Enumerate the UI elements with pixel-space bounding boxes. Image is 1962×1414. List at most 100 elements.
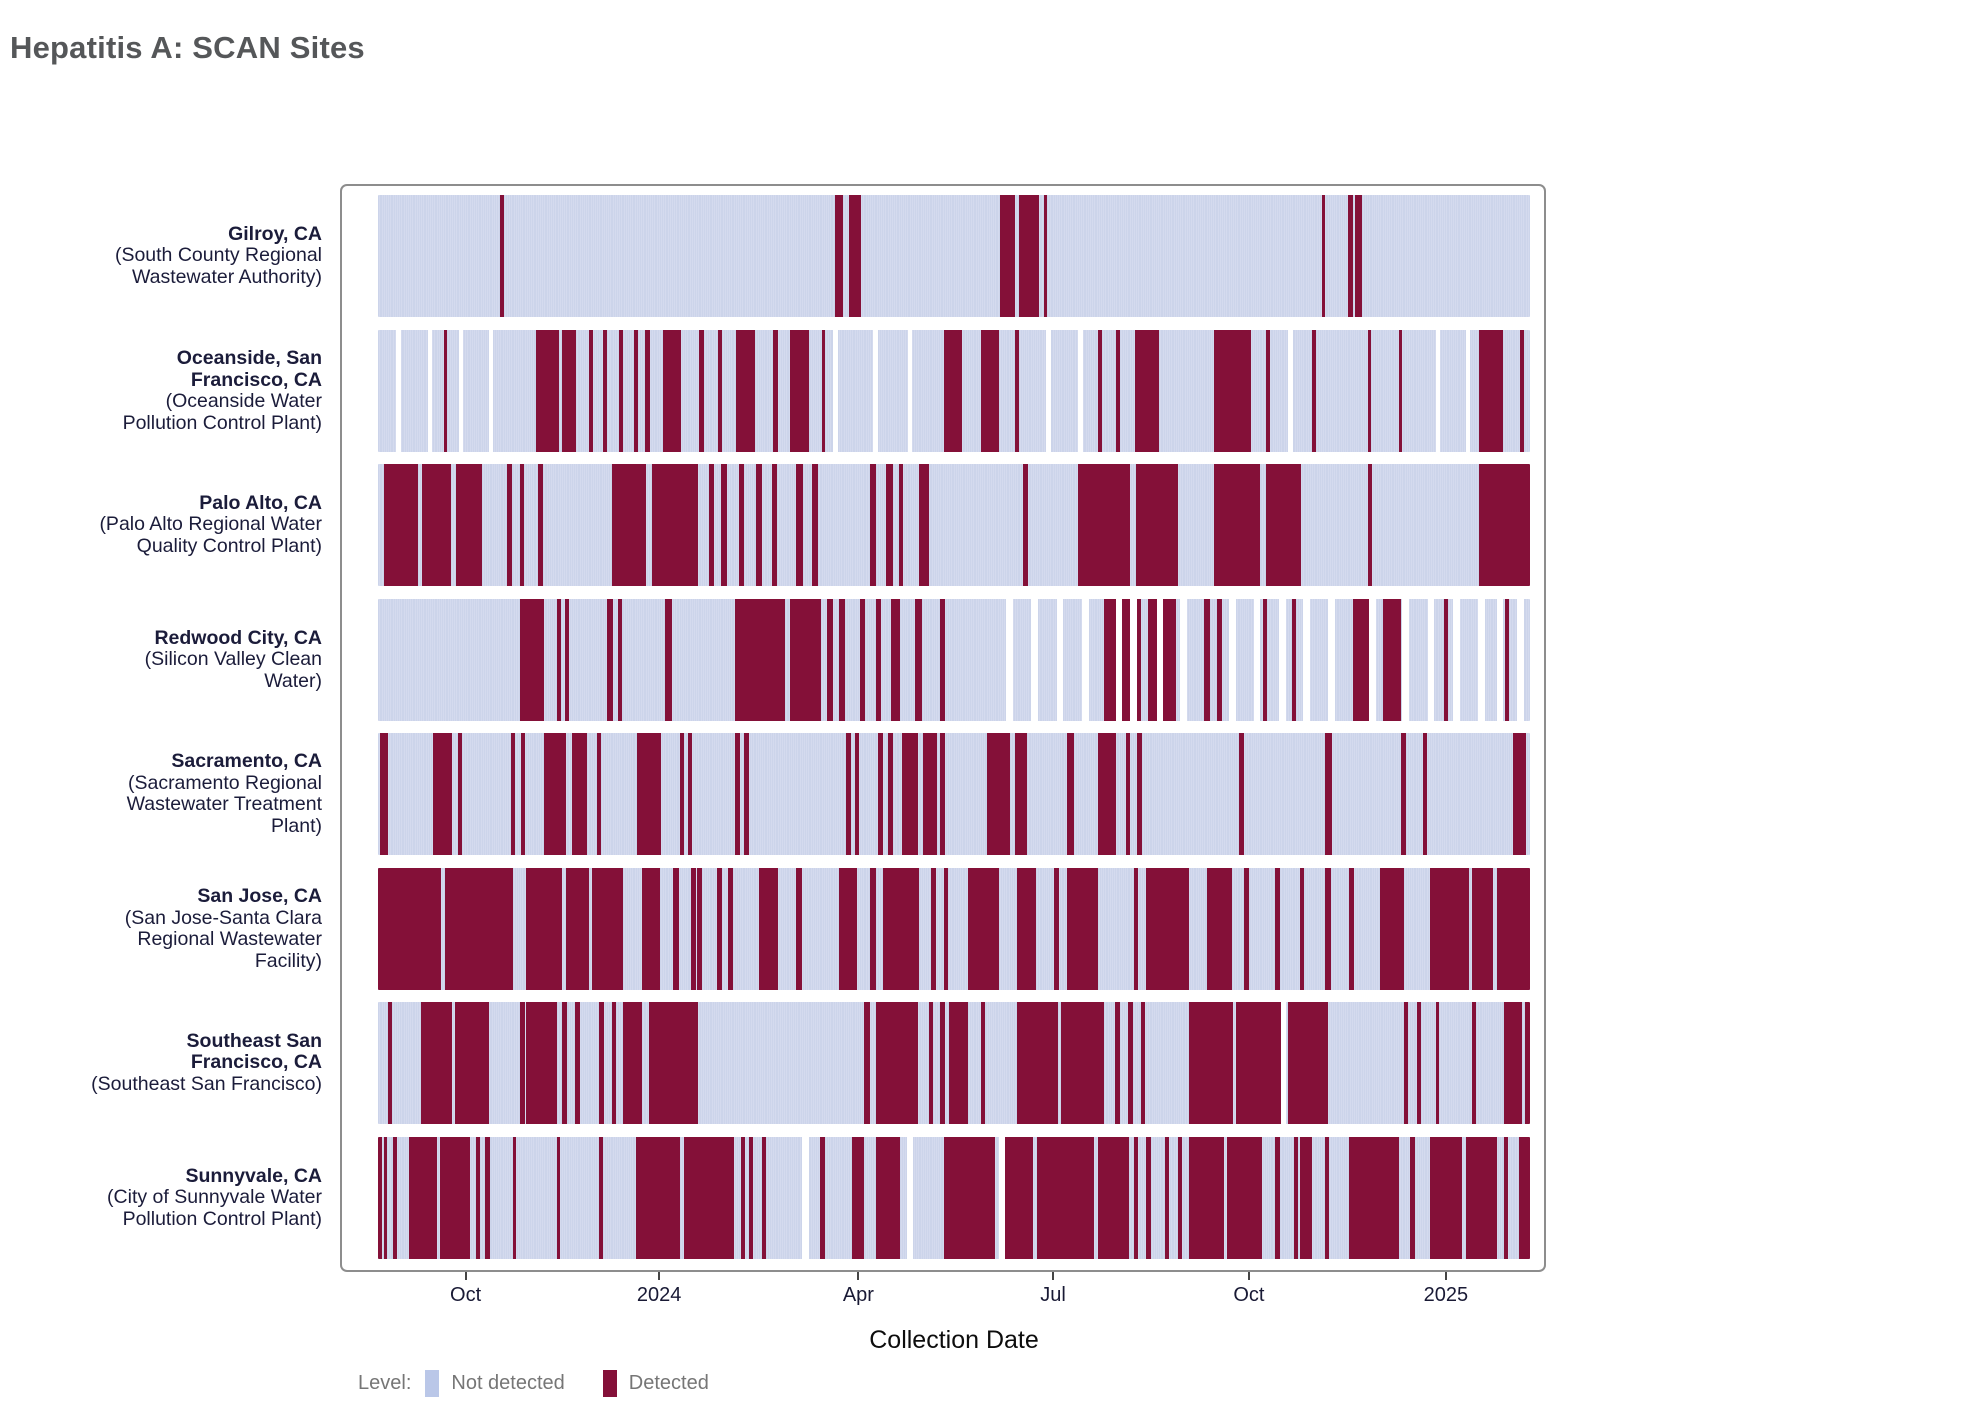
row-label-4: Redwood City, CA (Silicon Valley Clean Wa… bbox=[87, 599, 322, 721]
detected-segment bbox=[1098, 330, 1102, 452]
missing-segment bbox=[998, 1137, 1005, 1259]
detected-segment bbox=[943, 330, 962, 452]
detected-segment bbox=[1018, 195, 1040, 317]
legend-item-detected: Detected bbox=[602, 1369, 709, 1397]
detected-segment bbox=[1518, 1137, 1530, 1259]
detected-segment bbox=[943, 1137, 996, 1259]
detected-segment bbox=[1066, 733, 1074, 855]
detection-band-5 bbox=[378, 733, 1530, 855]
row-label-3: Palo Alto, CA (Palo Alto Regional Water Q… bbox=[87, 464, 322, 586]
missing-segment bbox=[1116, 599, 1123, 721]
detected-segment bbox=[761, 1137, 767, 1259]
detected-segment bbox=[987, 733, 1011, 855]
detection-band-4 bbox=[378, 599, 1530, 721]
detected-segment bbox=[980, 330, 999, 452]
detected-segment bbox=[1164, 1137, 1170, 1259]
missing-segment bbox=[427, 330, 433, 452]
detected-segment bbox=[1066, 1137, 1095, 1259]
detected-segment bbox=[1354, 195, 1362, 317]
missing-segment bbox=[1517, 599, 1525, 721]
detected-segment bbox=[1216, 599, 1223, 721]
detected-segment bbox=[1134, 330, 1160, 452]
tick-mark bbox=[857, 1272, 860, 1280]
detected-segment bbox=[378, 1137, 382, 1259]
detected-segment bbox=[1321, 195, 1325, 317]
detected-segment bbox=[1116, 330, 1120, 452]
detected-segment bbox=[940, 733, 945, 855]
detected-segment bbox=[738, 464, 745, 586]
detected-segment bbox=[617, 599, 623, 721]
detected-segment bbox=[864, 1002, 870, 1124]
detected-segment bbox=[1177, 1137, 1183, 1259]
site-facility: (Southeast San Francisco) bbox=[91, 1072, 322, 1095]
missing-segment bbox=[873, 330, 878, 452]
detected-segment bbox=[525, 868, 563, 990]
detected-segment bbox=[535, 330, 559, 452]
detected-segment bbox=[820, 1137, 825, 1259]
detected-segment bbox=[599, 1002, 604, 1124]
x-axis-title: Collection Date bbox=[869, 1326, 1039, 1354]
detected-segment bbox=[1214, 464, 1261, 586]
detected-segment bbox=[980, 1002, 986, 1124]
legend-item-label: Not detected bbox=[451, 1371, 565, 1394]
detected-segment bbox=[1382, 599, 1401, 721]
detected-segment bbox=[1349, 1137, 1399, 1259]
tick-label: Oct bbox=[450, 1284, 482, 1306]
detected-segment bbox=[1133, 868, 1139, 990]
detected-segment bbox=[1214, 330, 1252, 452]
detected-segment bbox=[949, 1002, 968, 1124]
detected-segment bbox=[890, 599, 900, 721]
detected-segment bbox=[565, 868, 589, 990]
detected-segment bbox=[1367, 464, 1373, 586]
detected-segment bbox=[740, 1137, 746, 1259]
detected-segment bbox=[500, 195, 504, 317]
detected-segment bbox=[618, 330, 624, 452]
detected-segment bbox=[456, 464, 482, 586]
detected-segment bbox=[869, 868, 876, 990]
detected-segment bbox=[556, 1137, 561, 1259]
site-name: Palo Alto, CA bbox=[199, 491, 322, 514]
detected-segment bbox=[772, 464, 777, 586]
missing-segment bbox=[458, 330, 464, 452]
detected-segment bbox=[1324, 1137, 1330, 1259]
row-label-1: Gilroy, CA (South County Regional Wastewa… bbox=[87, 195, 322, 317]
detected-segment bbox=[931, 868, 936, 990]
detected-segment bbox=[1479, 330, 1504, 452]
missing-segment bbox=[1328, 599, 1336, 721]
detected-segment bbox=[648, 1002, 699, 1124]
detected-segment bbox=[421, 464, 451, 586]
missing-segment bbox=[1046, 330, 1051, 452]
detected-segment bbox=[851, 1137, 865, 1259]
detected-segment bbox=[914, 599, 922, 721]
detected-segment bbox=[1054, 868, 1059, 990]
missing-segment bbox=[1156, 599, 1163, 721]
row-label-7: Southeast San Francisco, CA (Southeast Sa… bbox=[87, 1002, 322, 1124]
detected-segment bbox=[1004, 1137, 1034, 1259]
detected-segment bbox=[869, 464, 876, 586]
detected-segment bbox=[444, 868, 513, 990]
detected-segment bbox=[1146, 1137, 1151, 1259]
detected-segment bbox=[1133, 1137, 1139, 1259]
detected-segment bbox=[420, 1002, 452, 1124]
detection-band-7 bbox=[378, 1002, 1530, 1124]
tick-label: 2025 bbox=[1423, 1284, 1469, 1306]
detected-segment bbox=[1017, 1002, 1058, 1124]
detected-segment bbox=[1023, 464, 1028, 586]
detected-segment bbox=[1227, 1137, 1262, 1259]
legend: Level: Not detected Detected bbox=[358, 1368, 733, 1398]
detected-segment bbox=[636, 1137, 680, 1259]
detected-segment bbox=[1291, 599, 1297, 721]
legend-item-label: Detected bbox=[628, 1371, 709, 1394]
detected-segment bbox=[1288, 1002, 1329, 1124]
detected-segment bbox=[1043, 195, 1048, 317]
detected-segment bbox=[1479, 464, 1530, 586]
site-facility: (South County Regional Wastewater Author… bbox=[114, 244, 322, 288]
detected-segment bbox=[556, 599, 562, 721]
detected-segment bbox=[922, 733, 937, 855]
tick-label: Apr bbox=[842, 1284, 874, 1306]
detected-segment bbox=[684, 1137, 734, 1259]
detected-segment bbox=[902, 733, 919, 855]
detected-segment bbox=[1244, 868, 1249, 990]
detected-segment bbox=[637, 733, 662, 855]
